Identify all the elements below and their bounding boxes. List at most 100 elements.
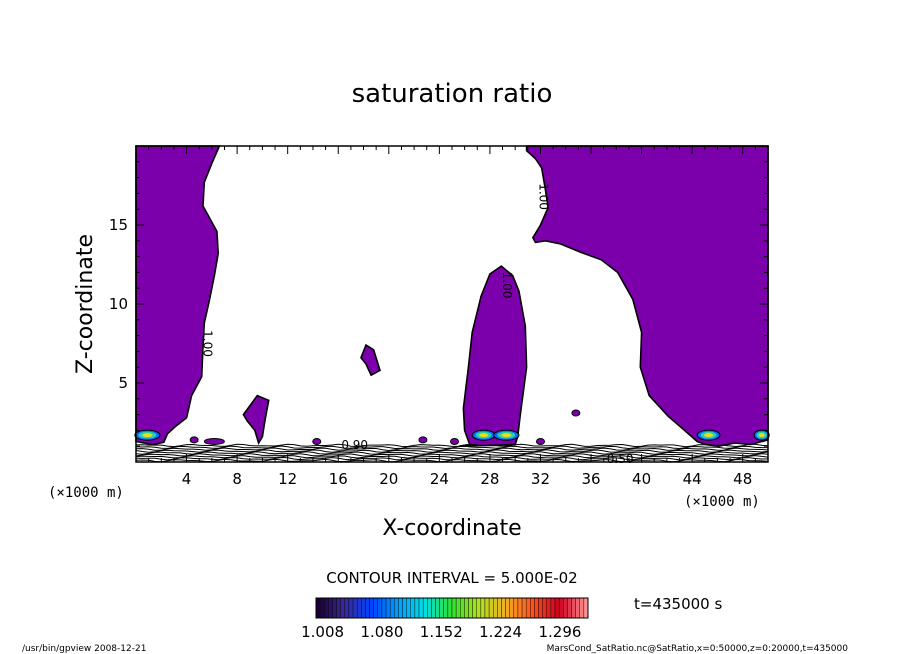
colorbar-cell: [394, 597, 399, 619]
colorbar-cell: [443, 597, 449, 619]
colorbar-cell: [410, 597, 416, 619]
contour-line: [135, 455, 769, 459]
x-axis-label: X-coordinate: [382, 516, 521, 541]
footer-left: /usr/bin/gpview 2008-12-21: [22, 644, 146, 654]
x-tick-label: 28: [480, 470, 499, 488]
colorbar-cell: [365, 597, 370, 619]
surface-blob: [312, 437, 322, 445]
colorbar-cell: [480, 597, 486, 619]
y-tick-label: 10: [109, 295, 128, 313]
colorbar-cell: [501, 597, 506, 619]
x-tick-label: 16: [329, 470, 348, 488]
x-unit-right: (×1000 m): [684, 494, 760, 510]
colorbar-cell: [414, 597, 420, 619]
colorbar-cell: [493, 597, 498, 619]
colorbar-cell: [373, 597, 379, 619]
central-plume: [459, 265, 528, 447]
colorbar-cell: [348, 597, 354, 619]
y-tick-label: 5: [118, 374, 128, 392]
contour-line: [135, 447, 769, 452]
colorbar-cell: [451, 597, 457, 619]
y-axis-ticks: 5 10 15: [109, 145, 768, 463]
left-supersaturated-column: [135, 145, 221, 446]
colorbar-cell: [422, 597, 428, 619]
supersaturation-fill: [135, 145, 769, 448]
colorbar-cell: [563, 597, 568, 619]
colorbar-cell: [468, 597, 473, 619]
colorbar-cell: [542, 597, 547, 619]
colorbar-cell: [484, 597, 490, 619]
x-unit-left: (×1000 m): [48, 485, 124, 501]
surface-blob: [418, 436, 428, 444]
hotspot-core: [501, 433, 512, 438]
colorbar-tick-label: 1.080: [360, 623, 403, 641]
colorbar-cell: [385, 597, 391, 619]
footer-right: MarsCond_SatRatio.nc@SatRatio,x=0:50000,…: [547, 644, 849, 654]
colorbar-cell: [406, 597, 411, 619]
colorbar-cell: [315, 597, 321, 619]
colorbar-cell: [332, 597, 337, 619]
surface-blob: [189, 436, 199, 444]
near-surface-contours: [135, 443, 769, 463]
colorbar-cell: [427, 597, 432, 619]
colorbar-cell: [550, 597, 556, 619]
colorbar-tick-label: 1.152: [420, 623, 463, 641]
colorbar-cell: [439, 597, 444, 619]
colorbar-cell: [398, 597, 403, 619]
right-supersaturated-region: [525, 145, 769, 448]
contour-label: 1.00: [500, 272, 514, 299]
colorbar-cell: [402, 597, 407, 619]
colorbar-cell: [319, 597, 325, 619]
x-tick-label: 8: [232, 470, 242, 488]
contour-line: [135, 443, 769, 448]
plot-area: 1.001.001.000.900.50 4 8 12 16 20 24 28 32 36 40 4…: [109, 145, 770, 488]
x-tick-label: 24: [430, 470, 449, 488]
colorbar-cell: [497, 597, 502, 619]
x-tick-label: 4: [182, 470, 192, 488]
colorbar-cell: [324, 597, 329, 619]
colorbar-frame: [315, 597, 589, 619]
x-axis-ticks: 4 8 12 16 20 24 28 32 36 40 44 48: [135, 146, 769, 488]
colorbar-cell: [352, 597, 358, 619]
colorbar-cell: [357, 597, 362, 619]
x-tick-label: 32: [531, 470, 550, 488]
colorbar-cell: [517, 597, 523, 619]
y-tick-label: 15: [109, 216, 128, 234]
x-tick-label: 44: [683, 470, 702, 488]
colorbar-cell: [521, 597, 527, 619]
colorbar-cell: [567, 597, 572, 619]
contour-interval-text: CONTOUR INTERVAL = 5.000E-02: [326, 569, 577, 587]
hotspot-core: [479, 433, 489, 438]
colorbar-cell: [344, 597, 350, 619]
colorbar-cell: [579, 597, 585, 619]
colorbar-cell: [472, 597, 477, 619]
colorbar-cell: [554, 597, 560, 619]
surface-blob: [535, 437, 545, 445]
colorbar-cell: [575, 597, 580, 619]
colorbar-cell: [435, 597, 440, 619]
surface-hotspots: [134, 429, 770, 441]
colorbar-cell: [558, 597, 564, 619]
colorbar: [315, 597, 589, 619]
colorbar-cell: [369, 597, 374, 619]
small-cell-x18: [360, 343, 381, 377]
colorbar-cell: [513, 597, 519, 619]
colorbar-cell: [571, 597, 576, 619]
chart-title: saturation ratio: [352, 79, 553, 109]
hotspot-core: [758, 433, 765, 438]
colorbar-cell: [447, 597, 453, 619]
contour-line: [135, 449, 769, 453]
x-tick-label: 48: [733, 470, 752, 488]
surface-blob: [571, 409, 581, 417]
colorbar-tick-label: 1.008: [301, 623, 344, 641]
colorbar-cell: [534, 597, 539, 619]
contour-label: 0.50: [607, 452, 634, 466]
colorbar-cell: [464, 597, 469, 619]
surface-blob: [450, 437, 460, 445]
colorbar-cell: [328, 597, 333, 619]
x-tick-label: 12: [278, 470, 297, 488]
colorbar-ticks: 1.008 1.080 1.152 1.224 1.296: [301, 623, 581, 641]
colorbar-cell: [530, 597, 535, 619]
x-tick-label: 20: [379, 470, 398, 488]
colorbar-cell: [455, 597, 461, 619]
